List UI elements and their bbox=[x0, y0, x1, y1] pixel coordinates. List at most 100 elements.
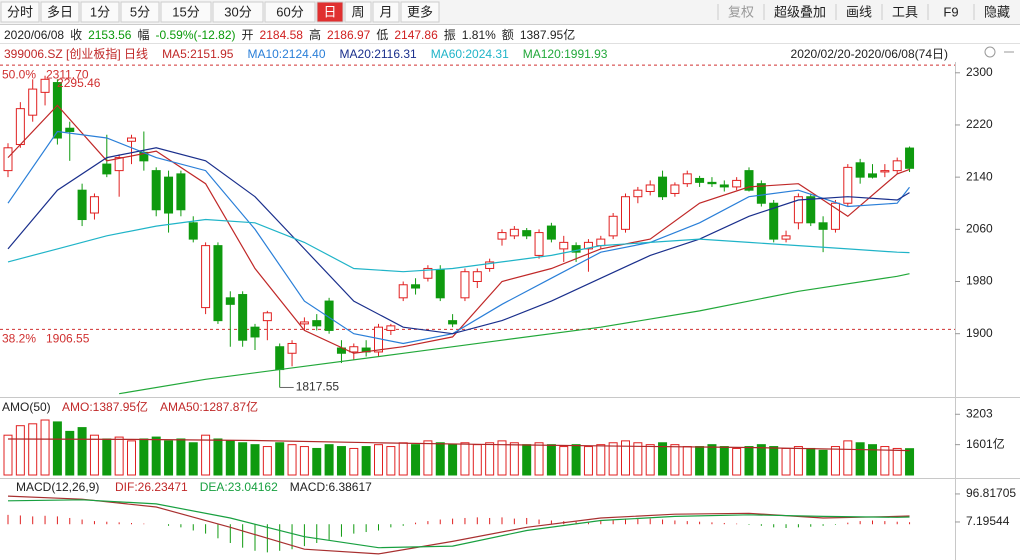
tab[interactable] bbox=[264, 1, 316, 23]
volume-bar bbox=[299, 446, 309, 476]
candle-body bbox=[225, 297, 235, 305]
tab[interactable] bbox=[316, 1, 344, 23]
candle-body bbox=[312, 320, 322, 327]
candle-body bbox=[238, 294, 248, 341]
macd-legend: MACD:6.38617 bbox=[290, 480, 372, 494]
volume-bar bbox=[472, 444, 482, 476]
candle-body bbox=[89, 196, 99, 214]
candle-body bbox=[15, 108, 25, 146]
volume-bar bbox=[448, 444, 458, 476]
volume-bar bbox=[670, 444, 680, 476]
volume-bar bbox=[40, 419, 50, 476]
volume-bar bbox=[460, 442, 470, 476]
candle-body bbox=[583, 241, 593, 250]
volume-bar bbox=[534, 442, 544, 476]
tab[interactable] bbox=[160, 1, 212, 23]
volume-bar bbox=[732, 447, 742, 476]
tab-label[interactable]: 日 bbox=[323, 4, 336, 19]
tool-label[interactable]: 隐藏 bbox=[984, 4, 1010, 19]
candle-body bbox=[719, 184, 729, 188]
volume-legend: AMO:1387.95亿 bbox=[62, 399, 148, 414]
fib-value: 1906.55 bbox=[46, 332, 90, 346]
tab[interactable] bbox=[400, 1, 440, 23]
volume-bar bbox=[250, 444, 260, 476]
candle-body bbox=[213, 245, 223, 322]
candle-body bbox=[176, 173, 186, 211]
quote-value: 2186.97 bbox=[326, 28, 371, 42]
volume-bar bbox=[411, 444, 421, 476]
tab-label[interactable]: 周 bbox=[351, 4, 364, 19]
ma-line bbox=[7, 218, 910, 273]
candle-body bbox=[534, 232, 544, 256]
candle-body bbox=[546, 225, 556, 240]
tab[interactable] bbox=[80, 1, 120, 23]
legend-row: 399006.SZ [创业板指] 日线 MA5:2151.95 MA10:2124.… bbox=[4, 45, 1020, 62]
candle-body bbox=[287, 342, 297, 354]
volume-bar bbox=[435, 442, 445, 476]
candle-body bbox=[127, 137, 136, 142]
ma-legend-entry: MA60:2024.31 bbox=[430, 47, 509, 61]
tab[interactable] bbox=[0, 1, 40, 23]
tab-label[interactable]: 60分 bbox=[276, 4, 303, 19]
tab-label[interactable]: 5分 bbox=[130, 4, 150, 19]
volume-bar bbox=[201, 434, 211, 476]
y-tick-label: 1900 bbox=[966, 326, 993, 340]
volume-bar bbox=[793, 446, 803, 476]
volume-bar bbox=[28, 423, 38, 476]
candle-body bbox=[275, 346, 285, 371]
candle-body bbox=[559, 241, 569, 250]
volume-bar bbox=[744, 446, 754, 476]
volume-bar bbox=[213, 438, 223, 476]
volume-bar bbox=[509, 442, 519, 476]
volume-bar bbox=[608, 442, 618, 476]
tab[interactable] bbox=[40, 1, 80, 23]
tab[interactable] bbox=[212, 1, 264, 23]
candle-body bbox=[880, 170, 890, 173]
volume-bar bbox=[151, 436, 161, 476]
tool-label[interactable]: 复权 bbox=[728, 4, 754, 19]
volume-bar bbox=[275, 442, 285, 476]
candle-body bbox=[522, 230, 532, 237]
quote-date: 2020/06/08 bbox=[4, 28, 65, 42]
volume-bar bbox=[633, 442, 643, 476]
y-tick-label: 2220 bbox=[966, 117, 993, 131]
tab-label[interactable]: 1分 bbox=[90, 4, 110, 19]
tab[interactable] bbox=[372, 1, 400, 23]
volume-bar bbox=[139, 438, 149, 476]
quote-value: 1.81% bbox=[461, 28, 496, 42]
tab-label[interactable]: 30分 bbox=[224, 4, 251, 19]
tab-label[interactable]: 分时 bbox=[7, 4, 33, 19]
tab-label[interactable]: 15分 bbox=[172, 4, 199, 19]
candle-body bbox=[40, 78, 50, 93]
y-tick-label: 96.81705 bbox=[966, 486, 1016, 500]
tool-label[interactable]: 工具 bbox=[892, 4, 918, 19]
tab[interactable] bbox=[344, 1, 372, 23]
tool-label[interactable]: 画线 bbox=[846, 4, 872, 19]
quote-label: 低 bbox=[376, 28, 389, 42]
volume-bar bbox=[522, 444, 532, 476]
candle-body bbox=[188, 222, 198, 240]
candle-body bbox=[658, 176, 668, 198]
tab-label[interactable]: 更多 bbox=[407, 4, 433, 19]
tab-label[interactable]: 多日 bbox=[47, 4, 73, 19]
tool-label[interactable]: F9 bbox=[943, 4, 958, 19]
volume-title: AMO(50) bbox=[2, 400, 51, 414]
candle-body bbox=[806, 196, 816, 224]
candle-body bbox=[102, 163, 112, 175]
volume-bar bbox=[225, 440, 235, 476]
candle-body bbox=[250, 326, 260, 338]
y-tick-label: 2060 bbox=[966, 221, 993, 235]
candle-body bbox=[201, 245, 211, 309]
tab[interactable] bbox=[120, 1, 160, 23]
tool-label[interactable]: 超级叠加 bbox=[774, 4, 826, 19]
volume-bar bbox=[682, 446, 692, 476]
tab-label[interactable]: 月 bbox=[379, 4, 392, 19]
settings-icon[interactable] bbox=[984, 46, 996, 58]
volume-bar bbox=[312, 447, 322, 476]
candle-body bbox=[892, 160, 902, 172]
quote-value: 2184.58 bbox=[259, 28, 303, 42]
volume-bar bbox=[89, 434, 99, 476]
candle-body bbox=[855, 162, 865, 178]
fib-value: 2311.70 bbox=[46, 67, 89, 81]
quote-label: 额 bbox=[501, 28, 514, 42]
